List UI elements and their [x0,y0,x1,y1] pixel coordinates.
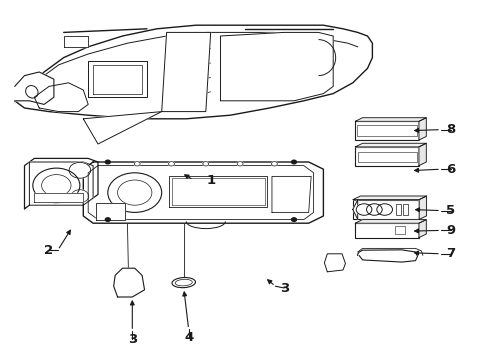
Circle shape [203,162,209,166]
Bar [353,199,419,220]
Circle shape [292,160,296,164]
Polygon shape [355,143,426,147]
Text: 5: 5 [446,204,455,217]
Polygon shape [64,36,88,47]
Polygon shape [169,176,267,207]
Polygon shape [114,268,145,297]
Bar [358,152,416,162]
Polygon shape [419,220,426,238]
Polygon shape [419,118,426,140]
Polygon shape [15,25,372,119]
Text: 8: 8 [446,123,455,136]
Polygon shape [83,112,162,144]
Polygon shape [419,196,426,220]
Polygon shape [172,178,265,205]
Circle shape [377,204,392,215]
Polygon shape [29,162,93,205]
Ellipse shape [172,278,196,288]
Bar [395,226,405,234]
Polygon shape [419,143,426,166]
Circle shape [69,162,91,178]
Polygon shape [162,32,211,112]
Text: 7: 7 [446,247,455,260]
Polygon shape [355,118,426,121]
Text: 3: 3 [128,333,137,346]
Polygon shape [96,203,125,220]
Polygon shape [34,193,83,202]
Polygon shape [355,220,426,223]
Circle shape [237,162,243,166]
Bar [357,125,417,136]
Circle shape [169,162,174,166]
Circle shape [356,204,372,215]
Text: 1: 1 [206,174,215,186]
Polygon shape [220,32,333,101]
Polygon shape [15,72,54,104]
Polygon shape [353,196,426,199]
Bar [396,204,401,215]
Bar [355,147,419,166]
Circle shape [105,218,110,221]
Circle shape [33,168,80,203]
Bar [355,121,419,140]
Polygon shape [358,250,417,262]
Text: 6: 6 [446,163,455,176]
Polygon shape [324,254,345,272]
Polygon shape [83,162,323,223]
Polygon shape [93,65,142,94]
Text: 3: 3 [280,282,289,294]
Circle shape [108,173,162,212]
Circle shape [367,204,382,215]
Circle shape [292,218,296,221]
Polygon shape [353,200,358,219]
Polygon shape [272,176,311,212]
Circle shape [71,190,89,203]
Polygon shape [34,83,88,112]
Circle shape [271,162,277,166]
Circle shape [134,162,140,166]
Polygon shape [88,61,147,97]
Text: 9: 9 [446,224,455,237]
Bar [403,204,408,215]
Ellipse shape [175,279,192,286]
Ellipse shape [25,86,38,98]
Circle shape [105,160,110,164]
Bar [355,223,419,238]
Text: 2: 2 [45,244,53,257]
Polygon shape [24,158,98,209]
Text: 4: 4 [184,331,193,344]
